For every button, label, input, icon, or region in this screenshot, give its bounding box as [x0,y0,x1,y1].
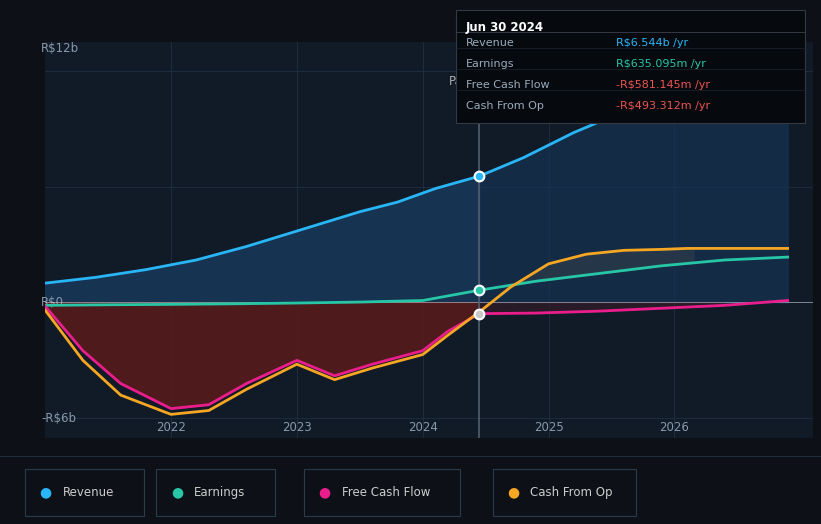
Text: Cash From Op: Cash From Op [466,101,544,111]
Text: 2026: 2026 [659,421,690,434]
Text: Earnings: Earnings [466,59,514,69]
Text: Past: Past [448,75,473,88]
Text: R$0: R$0 [41,296,64,309]
Text: Analysts Forecasts: Analysts Forecasts [485,75,595,88]
Text: 2023: 2023 [282,421,312,434]
Text: ●: ● [319,486,331,499]
Text: 2024: 2024 [408,421,438,434]
Text: R$635.095m /yr: R$635.095m /yr [616,59,705,69]
Text: Revenue: Revenue [62,486,114,499]
Text: 2022: 2022 [156,421,186,434]
Text: R$6.544b /yr: R$6.544b /yr [616,38,688,48]
Text: Jun 30 2024: Jun 30 2024 [466,21,544,34]
Text: Free Cash Flow: Free Cash Flow [342,486,430,499]
Text: ●: ● [507,486,520,499]
Text: 2025: 2025 [534,421,563,434]
Text: ●: ● [171,486,183,499]
Text: -R$493.312m /yr: -R$493.312m /yr [616,101,710,111]
Text: Earnings: Earnings [194,486,245,499]
Text: -R$581.145m /yr: -R$581.145m /yr [616,80,709,90]
Text: Revenue: Revenue [466,38,514,48]
Text: Cash From Op: Cash From Op [530,486,612,499]
Text: -R$6b: -R$6b [41,412,76,425]
Text: R$12b: R$12b [41,42,80,55]
Text: ●: ● [39,486,52,499]
Text: Free Cash Flow: Free Cash Flow [466,80,549,90]
